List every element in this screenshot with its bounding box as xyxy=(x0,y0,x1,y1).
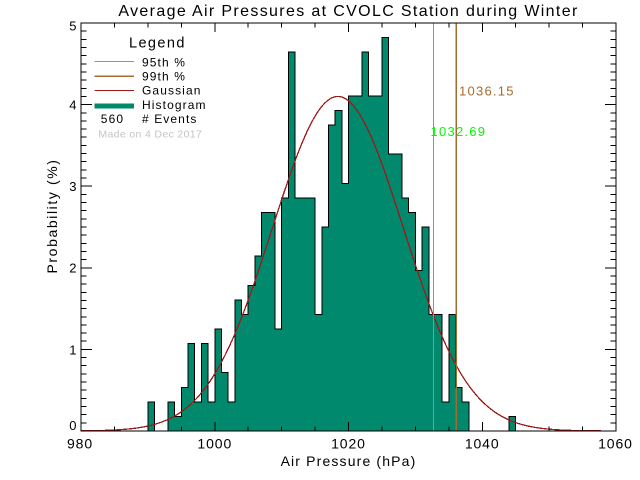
svg-text:Air Pressure (hPa): Air Pressure (hPa) xyxy=(281,453,417,469)
svg-text:# Events: # Events xyxy=(142,112,198,126)
svg-text:5: 5 xyxy=(69,18,76,33)
svg-text:3: 3 xyxy=(69,179,76,194)
svg-text:2: 2 xyxy=(69,261,76,276)
svg-text:1036.15: 1036.15 xyxy=(459,84,515,99)
svg-text:1032.69: 1032.69 xyxy=(431,124,487,139)
svg-text:Made on 4 Dec 2017: Made on 4 Dec 2017 xyxy=(98,129,202,141)
svg-text:99th %: 99th % xyxy=(142,70,186,84)
svg-text:Legend: Legend xyxy=(129,36,186,52)
svg-text:4: 4 xyxy=(69,97,76,112)
svg-text:1020: 1020 xyxy=(331,436,366,452)
svg-text:Gaussian: Gaussian xyxy=(142,84,202,98)
svg-text:980: 980 xyxy=(67,436,93,452)
svg-text:Average Air Pressures at CVOLC: Average Air Pressures at CVOLC Station d… xyxy=(118,3,578,20)
svg-text:95th %: 95th % xyxy=(142,56,186,70)
svg-text:1060: 1060 xyxy=(598,436,633,452)
svg-text:Probability (%): Probability (%) xyxy=(44,158,60,273)
svg-text:1: 1 xyxy=(69,343,76,358)
svg-text:Histogram: Histogram xyxy=(142,98,207,112)
svg-text:1040: 1040 xyxy=(465,436,500,452)
svg-text:560: 560 xyxy=(101,112,124,126)
svg-text:0: 0 xyxy=(69,418,76,433)
svg-text:1000: 1000 xyxy=(197,436,232,452)
